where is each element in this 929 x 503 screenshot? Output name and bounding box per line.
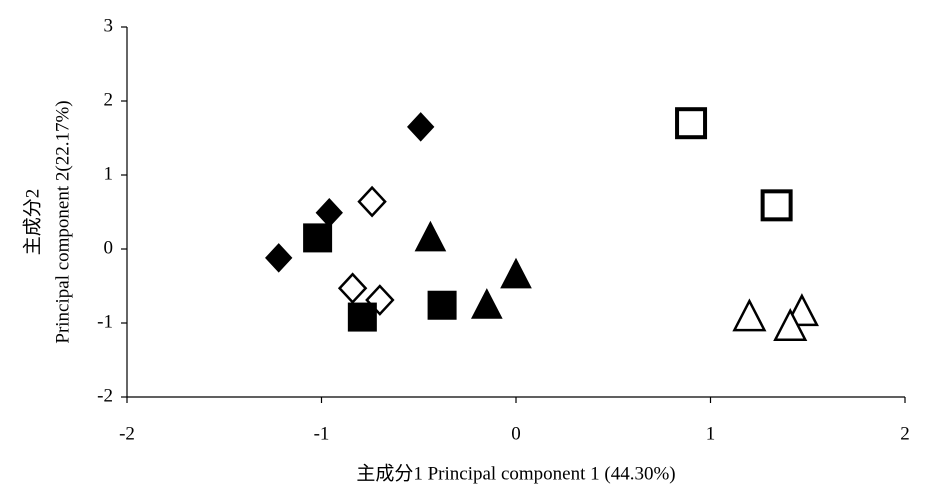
y-axis-label: 主成分2 (21, 189, 43, 256)
x-tick-label: 0 (511, 423, 521, 444)
point (773, 307, 808, 341)
point (347, 302, 377, 332)
point (427, 290, 457, 320)
point (407, 112, 435, 142)
point (471, 288, 503, 319)
x-axis-label: 主成分1 Principal component 1 (44.30%) (356, 462, 675, 484)
point (675, 107, 708, 140)
point (732, 298, 767, 332)
point (315, 198, 343, 228)
x-tick-label: 1 (706, 423, 716, 444)
point (414, 220, 447, 252)
y-tick-label: -2 (97, 385, 113, 406)
y-axis-label: Principal component 2(22.17%) (52, 100, 73, 343)
point (303, 223, 333, 253)
point (337, 272, 368, 305)
point (265, 243, 293, 273)
y-tick-label: 2 (104, 89, 114, 110)
x-tick-label: 2 (900, 423, 910, 444)
y-tick-label: 1 (104, 163, 114, 184)
point (357, 185, 387, 218)
point (500, 257, 532, 289)
y-tick-label: 3 (104, 15, 114, 36)
y-tick-label: -1 (97, 311, 113, 332)
x-tick-label: -1 (314, 423, 330, 444)
x-tick-label: -2 (119, 423, 135, 444)
point (760, 189, 793, 222)
y-tick-label: 0 (104, 237, 114, 258)
